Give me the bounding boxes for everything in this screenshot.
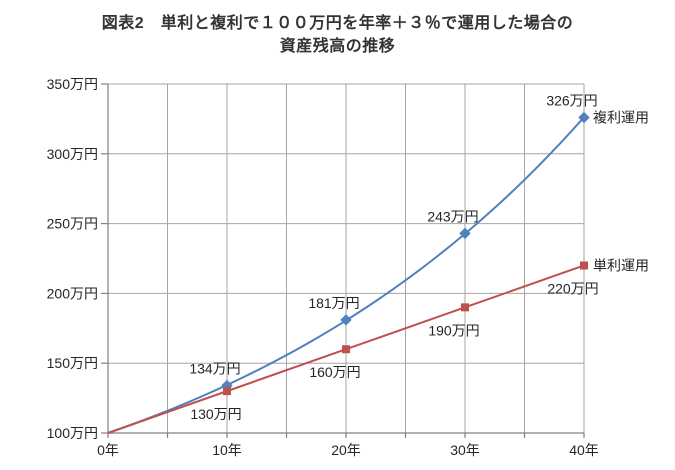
- y-tick-label: 100万円: [47, 425, 98, 441]
- data-point-label: 130万円: [190, 406, 241, 422]
- chart-title: 図表2 単利と複利で１００万円を年率＋３％で運用した場合の 資産残高の推移: [0, 12, 675, 58]
- x-tick-label: 10年: [212, 442, 242, 458]
- chart-title-line2: 資産残高の推移: [279, 38, 396, 55]
- chart-title-line1: 図表2 単利と複利で１００万円を年率＋３％で運用した場合の: [101, 15, 574, 32]
- y-tick-label: 150万円: [47, 355, 98, 371]
- data-point-label: 220万円: [547, 280, 598, 296]
- x-tick-label: 40年: [569, 442, 599, 458]
- y-tick-label: 300万円: [47, 146, 98, 162]
- data-marker-square: [461, 303, 469, 312]
- data-marker-square: [223, 387, 231, 396]
- y-tick-label: 200万円: [47, 285, 98, 301]
- x-tick-label: 0年: [97, 442, 119, 458]
- data-point-label: 190万円: [428, 322, 479, 338]
- data-point-label: 160万円: [309, 364, 360, 380]
- y-tick-label: 250万円: [47, 216, 98, 232]
- data-point-label: 181万円: [308, 295, 359, 311]
- data-marker-square: [342, 345, 350, 354]
- x-tick-label: 30年: [450, 442, 480, 458]
- data-point-label: 326万円: [546, 93, 597, 109]
- x-tick-label: 20年: [331, 442, 361, 458]
- data-point-label: 134万円: [189, 361, 240, 377]
- series-name-label: 複利運用: [593, 110, 649, 126]
- data-marker-diamond: [459, 227, 471, 240]
- data-marker-square: [580, 261, 588, 270]
- y-tick-label: 350万円: [47, 76, 98, 92]
- data-marker-diamond: [578, 111, 590, 124]
- data-marker-diamond: [340, 314, 352, 326]
- series-name-label: 単利運用: [593, 257, 649, 273]
- data-point-label: 243万円: [427, 208, 478, 224]
